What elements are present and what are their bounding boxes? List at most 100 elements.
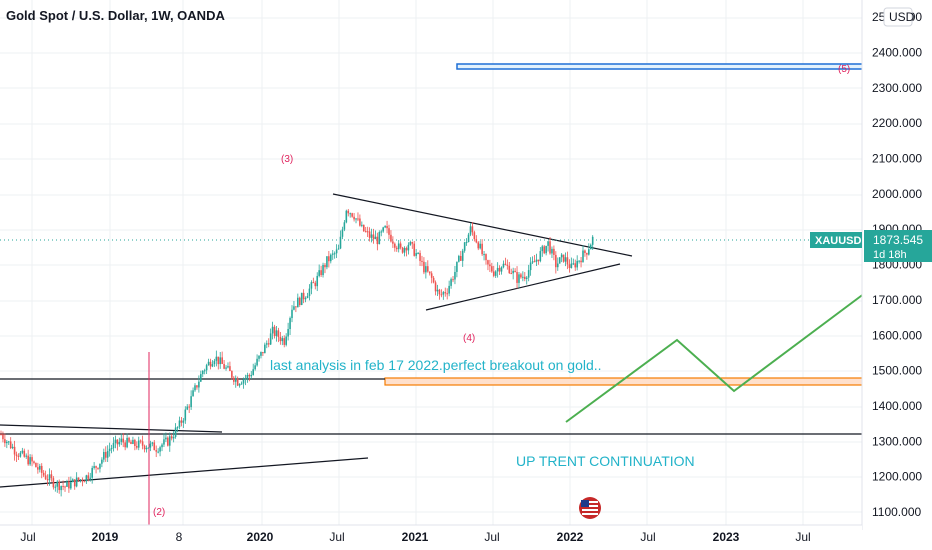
candle-body xyxy=(390,234,392,242)
candle-body xyxy=(205,365,208,371)
candle-body xyxy=(504,263,507,265)
x-tick-label: 2022 xyxy=(557,530,584,544)
candle-body xyxy=(574,263,577,268)
candle-body xyxy=(428,271,431,274)
current-price-label[interactable]: 1873.545 1d 18h xyxy=(864,230,932,262)
candle-body xyxy=(421,260,423,262)
candle-body xyxy=(186,406,189,410)
candle-body xyxy=(434,282,437,292)
candle-body xyxy=(516,272,518,283)
candle-body xyxy=(380,231,383,233)
candle-body xyxy=(48,474,51,481)
candle-body xyxy=(328,256,330,262)
candle-body xyxy=(558,257,561,264)
chart-grid xyxy=(0,0,862,525)
candle-body xyxy=(68,481,70,489)
candle-body xyxy=(118,441,121,445)
candle-body xyxy=(322,264,324,276)
svg-text:1d 18h: 1d 18h xyxy=(873,249,907,261)
candle-body xyxy=(372,234,375,240)
candle-body xyxy=(147,447,150,449)
candle-body xyxy=(341,229,344,237)
candle-body xyxy=(221,357,223,364)
candle-body xyxy=(337,248,340,250)
triangle-upper-line-2019[interactable] xyxy=(0,424,223,433)
candle-body xyxy=(271,326,274,334)
candle-body xyxy=(297,297,299,308)
projected-wave-path[interactable] xyxy=(565,292,866,423)
y-tick-label: 1500.000 xyxy=(872,364,922,378)
candle-body xyxy=(584,250,586,253)
candle-body xyxy=(79,479,82,481)
candle-body xyxy=(444,292,447,294)
wave-label-2: (2) xyxy=(153,507,165,518)
candle-body xyxy=(570,263,573,268)
candle-body xyxy=(104,452,107,458)
candle-body xyxy=(508,265,511,274)
candle-body xyxy=(489,264,491,267)
candle-body xyxy=(291,309,293,319)
resistance-zone-blue[interactable] xyxy=(456,63,866,70)
candle-body xyxy=(81,479,84,482)
candle-body xyxy=(242,379,245,384)
candle-body xyxy=(362,224,365,232)
candle-body xyxy=(4,439,6,444)
candle-body xyxy=(415,253,417,256)
triangle-lower-line-2021[interactable] xyxy=(425,263,621,311)
candle-body xyxy=(310,282,313,289)
svg-text:XAUUSD: XAUUSD xyxy=(815,235,862,247)
time-axis[interactable]: Jul 2019 8 2020 Jul 2021 Jul 2022 Jul 2023 Jul xyxy=(0,524,862,550)
candle-body xyxy=(471,226,474,233)
candle-body xyxy=(132,439,134,444)
candle-body xyxy=(170,436,173,439)
us-flag-icon[interactable] xyxy=(579,497,601,519)
candle-body xyxy=(114,439,117,443)
candle-body xyxy=(589,244,592,250)
candle-body xyxy=(200,374,202,382)
candle-body xyxy=(475,239,478,243)
candle-body xyxy=(293,306,295,310)
candle-body xyxy=(275,330,278,337)
price-axis[interactable]: 2500.0002400.0002300.0002200.0002100.000… xyxy=(861,0,932,530)
candle-body xyxy=(258,355,260,359)
candle-body xyxy=(151,442,154,444)
y-tick-label: 1400.000 xyxy=(872,399,922,413)
x-tick-label: 2020 xyxy=(247,530,274,544)
candle-body xyxy=(522,276,524,278)
candle-body xyxy=(163,439,165,445)
candle-body xyxy=(234,378,237,382)
candle-body xyxy=(97,467,99,469)
candle-body xyxy=(167,437,169,446)
symbol-tag[interactable]: XAUUSD xyxy=(810,232,862,248)
triangle-lower-line-2019[interactable] xyxy=(0,457,369,488)
candle-body xyxy=(394,243,396,248)
candle-body xyxy=(209,361,212,367)
candle-body xyxy=(357,218,359,220)
y-tick-label: 1300.000 xyxy=(872,434,922,448)
candle-body xyxy=(485,254,487,261)
candle-body xyxy=(413,243,416,256)
analysis-annotation[interactable]: last analysis in feb 17 2022.perfect bre… xyxy=(270,357,602,373)
candle-body xyxy=(165,437,167,440)
candle-body xyxy=(487,260,489,265)
trend-annotation[interactable]: UP TRENT CONTINUATION xyxy=(516,453,695,469)
candle-body xyxy=(481,243,483,255)
candle-body xyxy=(73,479,76,487)
candle-body xyxy=(231,371,233,378)
triangle-upper-line-2021[interactable] xyxy=(332,193,633,257)
candle-body xyxy=(520,274,522,278)
candle-body xyxy=(430,273,433,278)
candle-body xyxy=(188,406,190,408)
candle-body xyxy=(417,253,419,255)
currency-badge[interactable]: USD xyxy=(883,7,915,27)
candle-body xyxy=(277,330,280,338)
candle-body xyxy=(0,434,2,436)
candle-body xyxy=(440,294,443,296)
candle-body xyxy=(9,441,12,449)
candle-body xyxy=(260,351,262,356)
candle-body xyxy=(535,259,538,262)
candle-body xyxy=(425,266,427,273)
y-tick-label: 1100.000 xyxy=(872,505,921,519)
candle-body xyxy=(279,337,282,342)
